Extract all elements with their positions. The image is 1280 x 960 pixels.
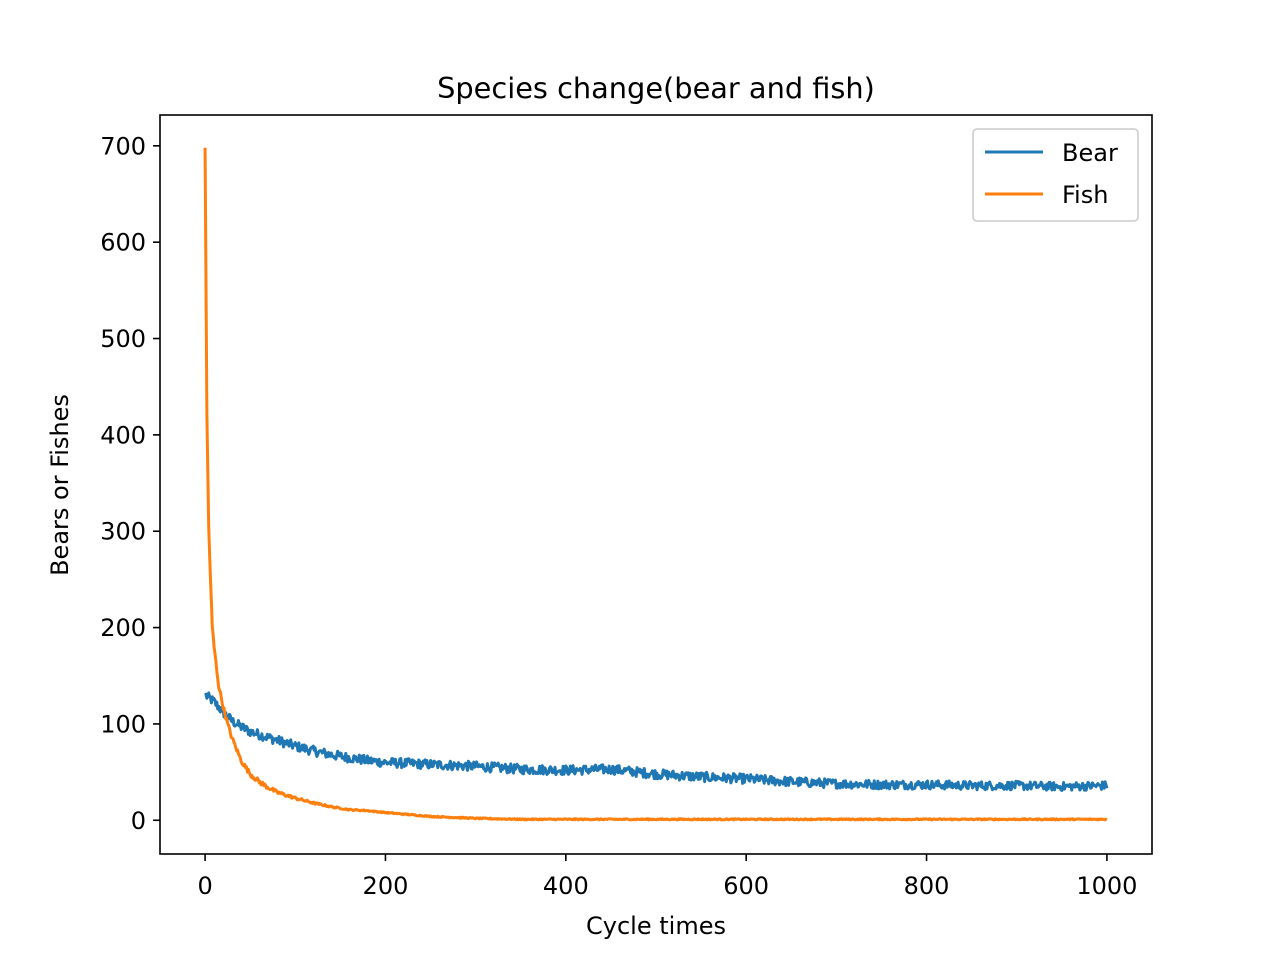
plot-area bbox=[159, 114, 1153, 855]
series-line-fish bbox=[203, 147, 1108, 822]
y-axis-ticks: 0 100 200 300 400 500 600 700 bbox=[100, 132, 160, 835]
y-tick-label: 700 bbox=[100, 132, 146, 160]
series-lines bbox=[203, 147, 1109, 822]
x-axis-ticks: 0 200 400 600 800 1000 bbox=[197, 854, 1137, 900]
plot-frame bbox=[159, 114, 1153, 855]
legend: Bear Fish bbox=[972, 128, 1139, 222]
x-tick-label: 800 bbox=[904, 872, 950, 900]
y-tick-label: 500 bbox=[100, 325, 146, 353]
x-tick-label: 600 bbox=[723, 872, 769, 900]
y-axis-label: Bears or Fishes bbox=[46, 394, 74, 576]
series-line-bear bbox=[204, 691, 1109, 792]
y-tick-label: 600 bbox=[100, 229, 146, 257]
legend-label-bear: Bear bbox=[1062, 139, 1118, 167]
y-tick-label: 400 bbox=[100, 421, 146, 449]
x-tick-label: 400 bbox=[543, 872, 589, 900]
y-tick-label: 0 bbox=[131, 807, 146, 835]
x-axis-label: Cycle times bbox=[586, 912, 726, 940]
y-tick-label: 100 bbox=[100, 710, 146, 738]
legend-label-fish: Fish bbox=[1062, 181, 1108, 209]
y-tick-label: 200 bbox=[100, 614, 146, 642]
chart-title: Species change(bear and fish) bbox=[437, 71, 875, 105]
x-tick-label: 200 bbox=[363, 872, 409, 900]
y-tick-label: 300 bbox=[100, 518, 146, 546]
x-tick-label: 1000 bbox=[1076, 872, 1137, 900]
x-tick-label: 0 bbox=[197, 872, 212, 900]
